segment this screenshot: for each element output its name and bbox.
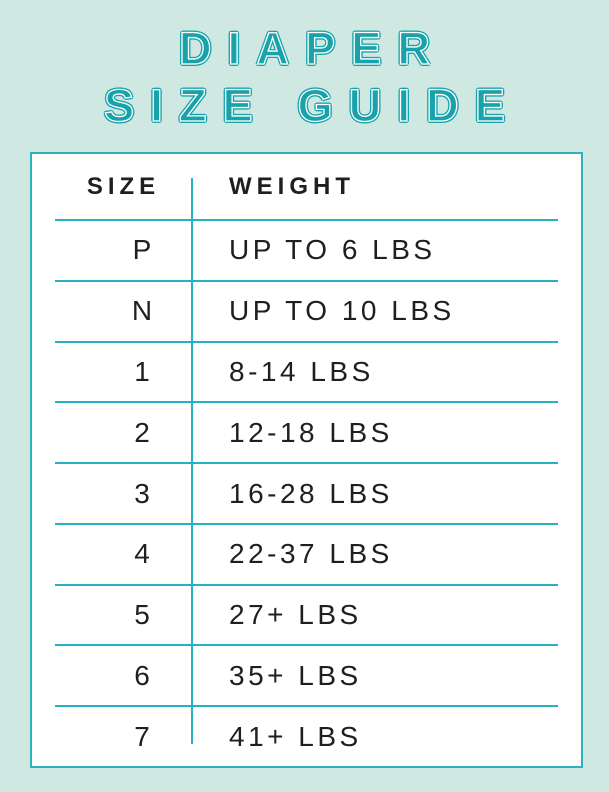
weight-cell: 22-37 LBS: [229, 538, 393, 570]
size-cell: 3: [134, 477, 153, 509]
table-row: 5 27+ LBS: [32, 586, 581, 645]
weight-cell: 41+ LBS: [229, 720, 362, 752]
size-guide-card: SIZE WEIGHT P UP TO 6 LBS N UP TO 10 LBS…: [30, 152, 583, 768]
weight-column-header: WEIGHT: [229, 172, 355, 200]
row-divider: [55, 462, 558, 465]
table-row: 4 22-37 LBS: [32, 525, 581, 584]
row-divider: [55, 705, 558, 708]
table-row: N UP TO 10 LBS: [32, 282, 581, 341]
weight-cell: 27+ LBS: [229, 599, 362, 631]
title-line-2: SIZE GUIDE: [103, 79, 522, 131]
weight-cell: 8-14 LBS: [229, 355, 374, 387]
title-line-1: DIAPER: [178, 22, 447, 74]
column-divider: [191, 178, 193, 744]
row-divider: [55, 340, 558, 343]
weight-cell: 12-18 LBS: [229, 416, 393, 448]
weight-cell: 16-28 LBS: [229, 477, 393, 509]
row-divider: [55, 644, 558, 647]
table-row: 2 12-18 LBS: [32, 403, 581, 462]
row-divider: [55, 279, 558, 282]
size-column-header: SIZE: [86, 172, 161, 200]
row-divider: [55, 583, 558, 586]
page-title: DIAPER SIZE GUIDE: [0, 0, 609, 134]
size-cell: 4: [134, 538, 153, 570]
size-cell: 7: [134, 720, 153, 752]
header-divider: [55, 219, 558, 221]
table-row: 7 41+ LBS: [32, 707, 581, 766]
table-header-row: SIZE WEIGHT: [32, 154, 581, 219]
table-row: 1 8-14 LBS: [32, 343, 581, 402]
row-divider: [55, 522, 558, 525]
size-cell: 2: [134, 416, 153, 448]
size-cell: 5: [134, 599, 153, 631]
size-cell: 6: [134, 659, 153, 691]
weight-cell: 35+ LBS: [229, 659, 362, 691]
table-row: 3 16-28 LBS: [32, 464, 581, 523]
table-row: P UP TO 6 LBS: [32, 221, 581, 280]
weight-cell: UP TO 6 LBS: [229, 234, 436, 266]
table-row: 6 35+ LBS: [32, 646, 581, 705]
row-divider: [55, 401, 558, 404]
weight-cell: UP TO 10 LBS: [229, 295, 455, 327]
size-cell: 1: [134, 355, 153, 387]
size-cell: P: [132, 234, 155, 266]
size-cell: N: [131, 295, 156, 327]
